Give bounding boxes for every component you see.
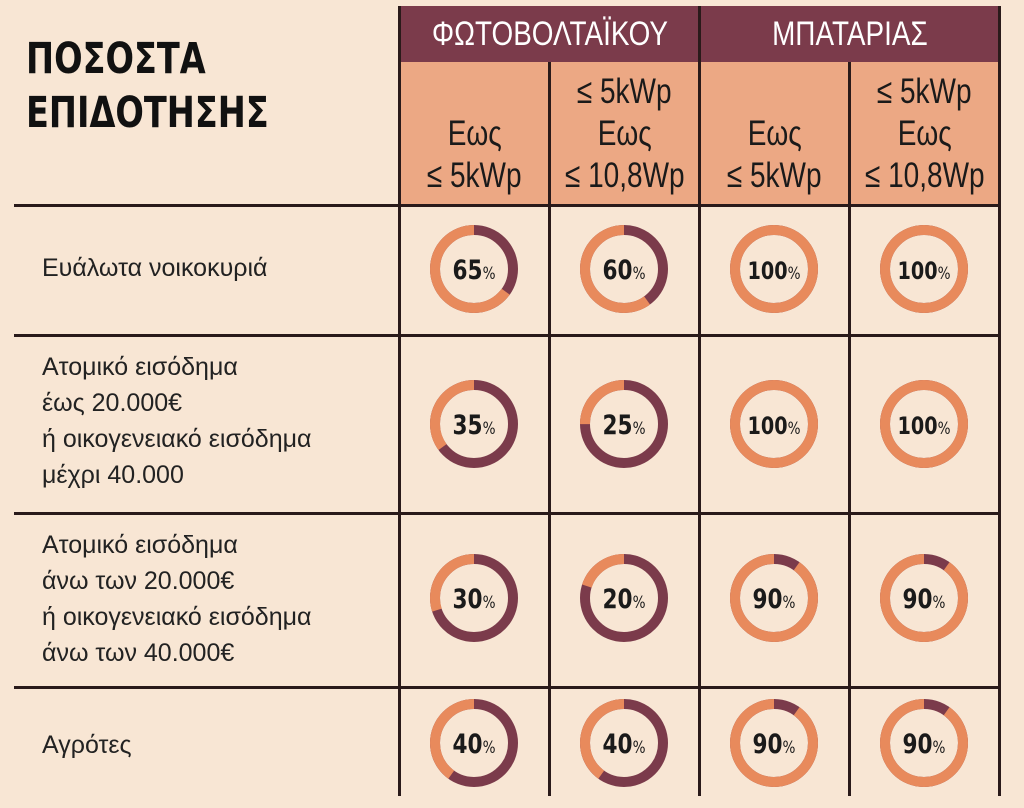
row-divider (14, 512, 1001, 515)
donut-subsidy-arc (430, 380, 518, 468)
row-label-farmers: Αγρότες (42, 731, 132, 759)
row-label-income-up-to-20000: Ατομικό εισόδημα έως 20.000€ ή οικογενει… (42, 353, 312, 489)
row-label-vulnerable-households: Ευάλωτα νοικοκυριά (42, 254, 268, 282)
subheader-pv-up-to-5kwp: Εως ≤ 5kWp (401, 62, 548, 205)
donut-value-label: 100% (898, 413, 951, 441)
donut-r1-c2: 60% (580, 225, 668, 313)
donut-subsidy-arc (730, 699, 818, 787)
donut-value-label: 25% (603, 409, 646, 441)
donut-value-label: 90% (903, 583, 946, 615)
donut-value-label: 40% (603, 728, 646, 760)
chart-title: ΠΟΣΟΣΤΑ ΕΠΙΔΟΤΗΣΗΣ (26, 32, 269, 140)
row-divider (14, 204, 1001, 207)
column-divider (698, 6, 701, 796)
donut-subsidy-arc (730, 380, 818, 468)
donut-r3-c1: 30% (430, 554, 518, 642)
donut-subsidy-arc (580, 699, 668, 787)
donut-subsidy-arc (580, 554, 668, 642)
column-divider (548, 62, 551, 796)
donut-value-label: 90% (753, 583, 796, 615)
group-header-battery: ΜΠΑΤΑΡΙΑΣ (701, 6, 998, 62)
donut-value-label: 100% (748, 413, 801, 441)
title-line-2: ΕΠΙΔΟΤΗΣΗΣ (26, 88, 269, 138)
donut-value-label: 90% (903, 728, 946, 760)
donut-value-label: 100% (898, 258, 951, 286)
donut-subsidy-arc (880, 699, 968, 787)
subheader-battery-5-to-10-8kwp: ≤ 5kWp Εως ≤ 10,8Wp (851, 62, 998, 205)
donut-subsidy-arc (430, 699, 518, 787)
subheader-pv-5-to-10-8kwp: ≤ 5kWp Εως ≤ 10,8Wp (551, 62, 698, 205)
donut-r4-c1: 40% (430, 699, 518, 787)
donut-r3-c2: 20% (580, 554, 668, 642)
donut-r2-c3: 100% (730, 380, 818, 468)
donut-r2-c4: 100% (880, 380, 968, 468)
donut-subsidy-arc (880, 380, 968, 468)
donut-value-label: 20% (603, 583, 646, 615)
donut-value-label: 40% (453, 728, 496, 760)
row-divider (14, 686, 1001, 689)
donut-r1-c4: 100% (880, 225, 968, 313)
row-divider (14, 334, 1001, 337)
donut-r1-c1: 65% (430, 225, 518, 313)
column-divider (398, 6, 401, 796)
row-label-income-above-20000: Ατομικό εισόδημα άνω των 20.000€ ή οικογ… (42, 531, 312, 667)
column-divider (998, 6, 1001, 796)
donut-subsidy-arc (730, 225, 818, 313)
donut-r4-c3: 90% (730, 699, 818, 787)
donut-value-label: 90% (753, 728, 796, 760)
donut-r3-c3: 90% (730, 554, 818, 642)
title-line-1: ΠΟΣΟΣΤΑ (26, 34, 206, 84)
donut-r4-c4: 90% (880, 699, 968, 787)
donut-value-label: 35% (453, 409, 496, 441)
donut-r1-c3: 100% (730, 225, 818, 313)
donut-subsidy-arc (580, 380, 668, 468)
subheader-battery-up-to-5kwp: Εως ≤ 5kWp (701, 62, 848, 205)
donut-subsidy-arc (430, 225, 518, 313)
donut-subsidy-arc (580, 225, 668, 313)
donut-r4-c2: 40% (580, 699, 668, 787)
donut-value-label: 30% (453, 583, 496, 615)
donut-subsidy-arc (880, 225, 968, 313)
donut-subsidy-arc (880, 554, 968, 642)
donut-r2-c1: 35% (430, 380, 518, 468)
donut-subsidy-arc (730, 554, 818, 642)
group-header-photovoltaic: ΦΩΤΟΒΟΛΤΑΪΚΟΥ (401, 6, 698, 62)
column-divider (848, 62, 851, 796)
donut-value-label: 65% (453, 254, 496, 286)
donut-r2-c2: 25% (580, 380, 668, 468)
donut-value-label: 100% (748, 258, 801, 286)
donut-r3-c4: 90% (880, 554, 968, 642)
donut-subsidy-arc (430, 554, 518, 642)
donut-value-label: 60% (603, 254, 646, 286)
